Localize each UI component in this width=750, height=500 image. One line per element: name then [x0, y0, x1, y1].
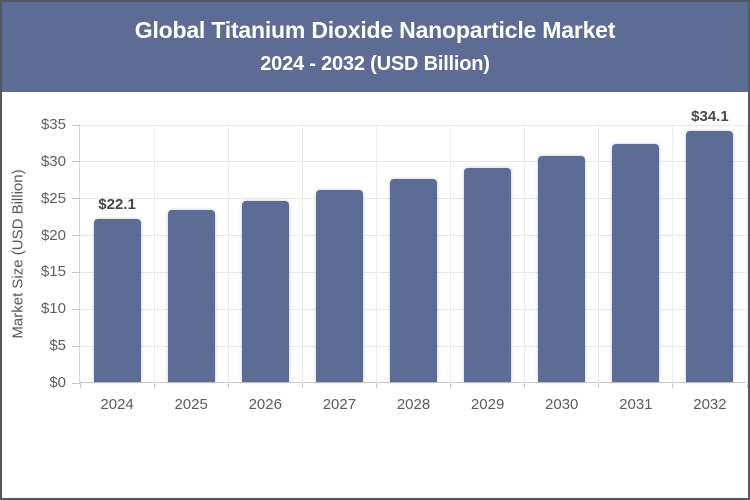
x-tick-label-2025: 2025	[174, 396, 208, 413]
bar-2024	[93, 219, 141, 382]
y-tick-mark	[72, 124, 80, 126]
y-tick-label: $10	[40, 300, 66, 318]
x-tick-label-2027: 2027	[322, 396, 357, 413]
y-tick-mark	[72, 161, 80, 163]
y-tick-label: $35	[40, 116, 66, 133]
x-tick-label-2032: 2032	[693, 396, 727, 413]
x-tick-label-2031: 2031	[619, 396, 653, 413]
x-tick-mark	[375, 383, 377, 388]
bar-2026	[241, 200, 289, 382]
bar-2032	[686, 130, 734, 382]
gridline-vertical	[450, 125, 452, 383]
gridline-horizontal	[80, 161, 747, 163]
gridline-vertical	[375, 125, 377, 383]
chart-footer: CAGR: 5.58% Source: Syndicate Market Res…	[2, 432, 748, 498]
gridline-horizontal	[80, 124, 747, 126]
x-tick-label-2029: 2029	[470, 396, 505, 413]
x-tick-mark	[598, 383, 600, 388]
x-tick-mark	[227, 383, 229, 388]
x-tick-mark	[450, 383, 452, 388]
y-tick-label: $0	[49, 374, 66, 391]
bar-value-label-2024: $22.1	[98, 196, 136, 214]
chart-subtitle: 2024 - 2032 (USD Billion)	[260, 53, 490, 75]
x-tick-label-2026: 2026	[248, 396, 282, 413]
x-tick-mark	[672, 383, 674, 388]
bar-2027	[315, 190, 363, 382]
y-tick-mark	[72, 308, 80, 310]
gridline-vertical	[301, 125, 303, 383]
bar-2025	[167, 210, 215, 382]
y-tick-mark	[72, 345, 80, 347]
y-tick-label: $25	[40, 189, 66, 207]
bar-2030	[538, 156, 586, 382]
x-tick-mark	[524, 383, 526, 388]
bar-2029	[464, 168, 512, 382]
y-tick-mark	[72, 235, 80, 237]
y-tick-mark	[72, 271, 80, 273]
y-tick-label: $15	[40, 263, 66, 281]
bar-value-label-2032: $34.1	[691, 107, 729, 125]
x-tick-label-2024: 2024	[100, 396, 134, 413]
gridline-vertical	[672, 125, 674, 383]
gridline-vertical	[746, 125, 748, 383]
bar-2031	[612, 143, 660, 382]
y-tick-mark	[72, 198, 80, 200]
gridline-vertical	[153, 125, 155, 383]
x-tick-label-2028: 2028	[396, 396, 431, 413]
x-tick-mark	[301, 383, 303, 388]
x-tick-label-2030: 2030	[545, 396, 579, 413]
gridline-vertical	[598, 125, 600, 383]
x-tick-mark	[153, 383, 155, 388]
gridline-vertical	[524, 125, 526, 383]
y-tick-label: $5	[49, 337, 66, 355]
chart-title: Global Titanium Dioxide Nanoparticle Mar…	[134, 17, 616, 43]
x-tick-mark	[746, 383, 748, 388]
plot-area: $0 $5 $10 $15 $20 $25 $30 $35 $22.1 2024 2025 2026 2…	[41, 108, 748, 413]
chart-header: Global Titanium Dioxide Nanoparticle Mar…	[2, 2, 748, 92]
y-tick-mark	[72, 382, 80, 384]
x-tick-mark	[79, 383, 81, 388]
y-tick-label: $20	[40, 226, 66, 244]
gridline-vertical	[227, 125, 229, 383]
bar-2028	[390, 179, 437, 382]
y-tick-label: $30	[40, 152, 66, 170]
